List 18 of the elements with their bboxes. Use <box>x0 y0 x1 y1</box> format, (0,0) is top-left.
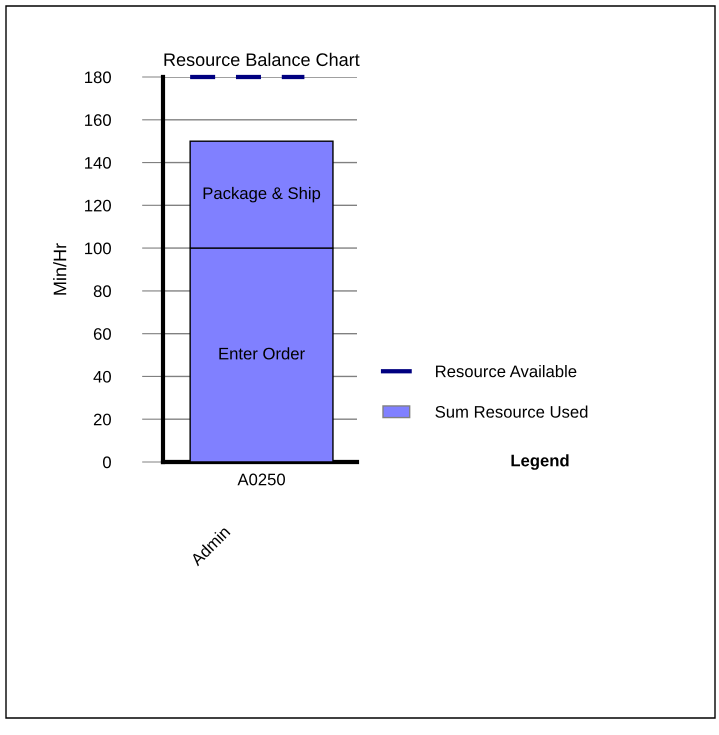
legend-title: Legend <box>511 454 569 470</box>
y-tick-label: 60 <box>94 328 111 340</box>
y-tick-label: 100 <box>85 242 111 254</box>
y-tick-label: 40 <box>93 370 111 383</box>
y-tick-label: 160 <box>85 114 111 126</box>
x-tick-label: A0250 <box>237 474 285 486</box>
y-tick-label: 180 <box>85 71 111 84</box>
y-axis-title: Min/Hr <box>53 243 66 295</box>
series-label: Package & Ship <box>204 186 320 202</box>
y-tick-label: 0 <box>102 456 111 468</box>
y-tick-label: 20 <box>94 414 111 426</box>
text: Sum Resource Used <box>435 406 588 418</box>
series-label: Enter Order <box>219 347 305 360</box>
y-tick-label: 120 <box>85 200 111 212</box>
legend-label: Resource Available <box>436 365 576 378</box>
y-tick-label: 80 <box>94 285 111 298</box>
chart-title: Resource Balance Chart <box>164 52 360 66</box>
y-tick-label: 140 <box>85 156 111 169</box>
